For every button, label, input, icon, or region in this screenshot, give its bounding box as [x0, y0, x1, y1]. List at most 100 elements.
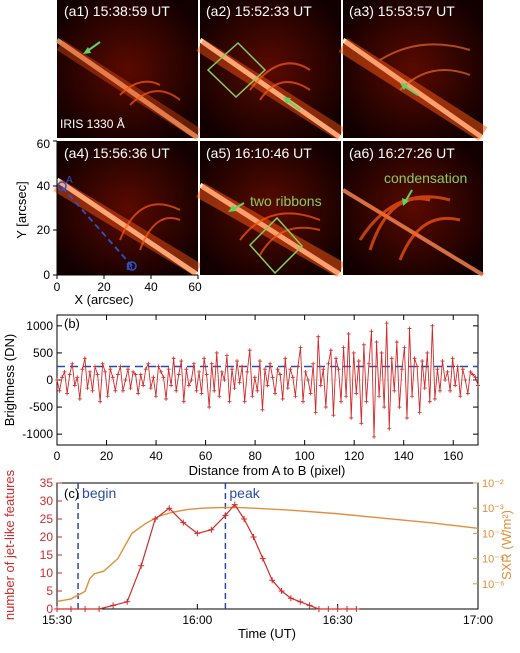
data-point [366, 361, 371, 366]
data-point [151, 375, 156, 380]
data-point [417, 410, 422, 415]
data-point [222, 378, 227, 382]
data-point [269, 577, 276, 584]
y-tick-left-label: 0 [46, 602, 53, 616]
data-point [96, 606, 103, 612]
x-tick-label: 160 [443, 449, 463, 463]
panel-a2: (a2) 15:52:33 UT [196, 0, 345, 141]
data-point [229, 367, 234, 372]
data-point [136, 391, 141, 396]
data-point [285, 386, 290, 391]
data-point [166, 505, 173, 512]
data-point [241, 516, 248, 522]
data-point [349, 415, 354, 420]
x-tick-label: 80 [248, 449, 262, 463]
data-point [450, 356, 455, 361]
panel-a4-axes: 0 20 40 60 0 20 40 60 X (arcsec) Y [arcs… [14, 137, 202, 307]
data-point [275, 367, 280, 372]
y-tick-label: -500 [29, 400, 53, 414]
data-point [255, 388, 260, 393]
y-tick-right-label: 10⁻³ [482, 503, 504, 515]
data-point [260, 407, 265, 412]
data-point [410, 394, 415, 399]
data-point [152, 516, 159, 522]
data-point [115, 372, 120, 377]
data-point [306, 378, 311, 382]
y-tick-left-label: 10 [40, 566, 54, 580]
data-point [273, 391, 278, 396]
data-point [325, 606, 332, 612]
data-point [194, 388, 199, 393]
data-point [435, 367, 440, 372]
panel-a6-title: (a6) 16:27:26 UT [349, 145, 455, 161]
data-point [465, 391, 470, 396]
data-point [55, 378, 59, 382]
data-point [138, 372, 143, 377]
data-point [118, 364, 123, 369]
data-point [143, 367, 148, 372]
arrow-icon [286, 99, 301, 111]
x-tick-label: 15:30 [42, 613, 72, 627]
x-tick-label: 140 [394, 449, 414, 463]
x-tick-label: 17:00 [463, 613, 493, 627]
a4-ytick: 0 [43, 268, 50, 282]
data-point [100, 361, 105, 366]
y-tick-left-label: 25 [40, 512, 54, 526]
data-point [369, 329, 374, 334]
data-point [250, 534, 257, 540]
panel-a4-title: (a4) 15:56:36 UT [64, 145, 170, 161]
data-point [146, 361, 151, 366]
data-point [184, 367, 189, 372]
data-point [259, 555, 266, 562]
panel-c-ylabel-left: number of jet-like features [2, 469, 17, 620]
panel-c-label: (c) [64, 486, 79, 501]
data-point [389, 356, 394, 361]
data-point [270, 375, 275, 380]
data-point [308, 391, 313, 396]
data-point [303, 369, 308, 374]
y-tick-label: 1000 [26, 319, 53, 333]
data-point [392, 388, 397, 393]
instrument-label: IRIS 1330 Å [60, 116, 125, 131]
data-point [377, 394, 382, 399]
data-point [268, 361, 273, 366]
data-point [361, 342, 366, 347]
data-point [387, 426, 392, 431]
data-point [156, 364, 161, 369]
data-point [65, 391, 70, 396]
data-point [123, 378, 128, 382]
data-point [333, 356, 338, 361]
data-point [280, 396, 285, 401]
data-point [445, 369, 450, 374]
data-point [105, 394, 110, 399]
data-point [207, 405, 212, 410]
data-point [54, 606, 60, 612]
data-point [110, 602, 117, 609]
x-tick-label: 120 [344, 449, 364, 463]
jet-count-series [57, 503, 357, 610]
data-point [217, 394, 222, 399]
panel-a3: (a3) 15:53:57 UT [338, 0, 488, 141]
x-tick-label: 40 [149, 449, 163, 463]
data-point [328, 348, 333, 353]
data-point [242, 399, 247, 404]
y-tick-right-label: 10⁻² [482, 478, 504, 490]
data-point [62, 369, 67, 374]
data-point [197, 369, 202, 374]
data-point [344, 394, 349, 399]
data-point [394, 340, 399, 345]
data-point [344, 606, 351, 612]
data-point [331, 413, 336, 418]
data-point [120, 388, 125, 393]
x-tick-label: 16:00 [182, 613, 212, 627]
data-point [463, 378, 468, 382]
sxr-series [56, 506, 479, 603]
data-point [318, 383, 323, 388]
data-point [374, 340, 379, 345]
data-point [315, 606, 322, 612]
data-point [306, 602, 313, 609]
data-point [169, 383, 174, 388]
panel-b-chart: 0 20 40 60 80 100 120 140 160 -1000 -500 0 500 1000 (… [2, 314, 480, 478]
data-point [341, 345, 346, 350]
data-point [93, 364, 98, 369]
